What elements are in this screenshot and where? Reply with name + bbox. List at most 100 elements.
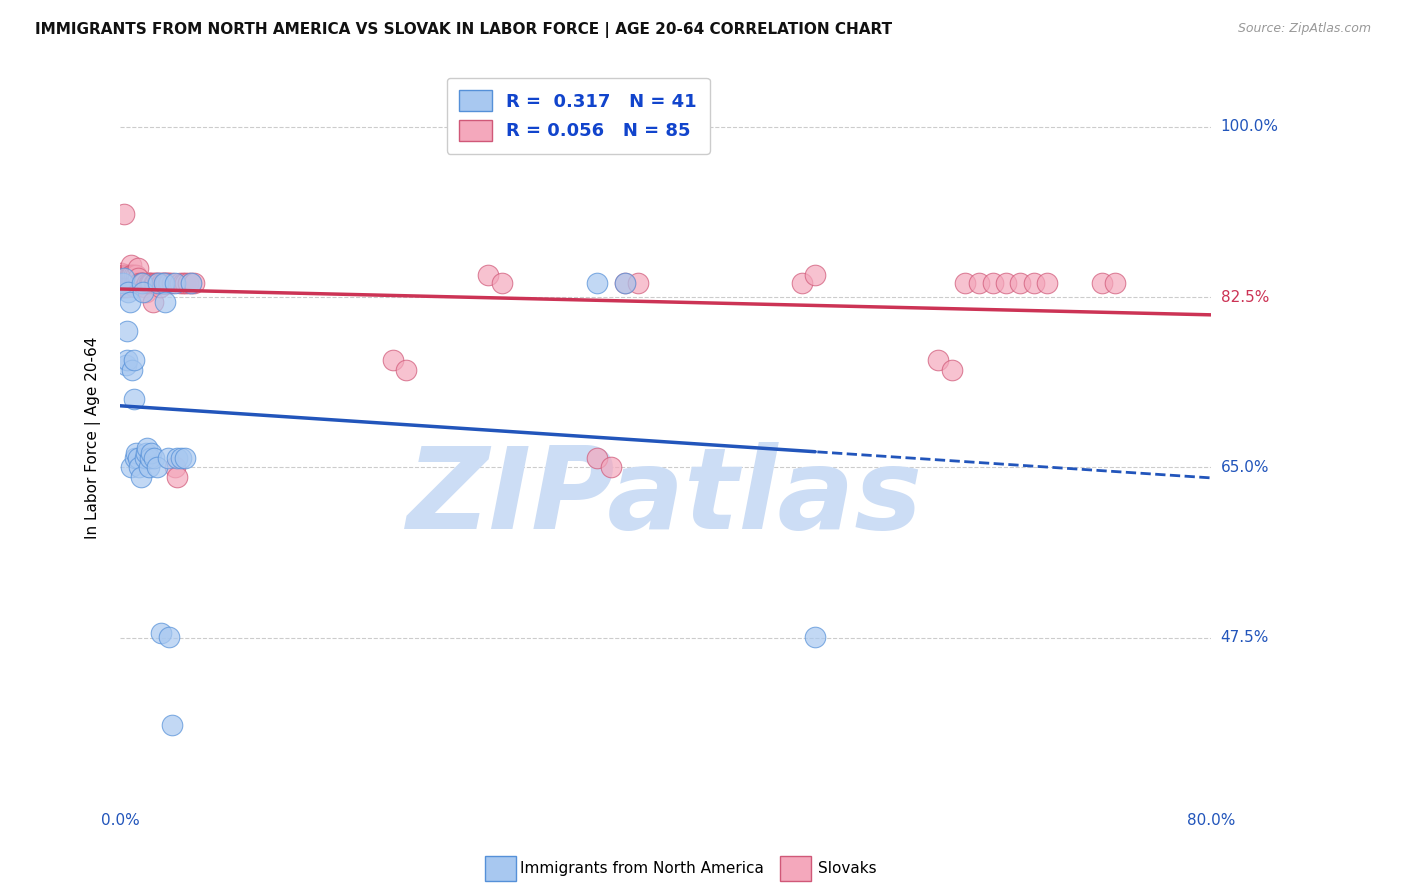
Point bbox=[114, 268, 136, 282]
Point bbox=[118, 295, 141, 310]
Y-axis label: In Labor Force | Age 20-64: In Labor Force | Age 20-64 bbox=[86, 337, 101, 540]
Point bbox=[146, 276, 169, 290]
Point bbox=[169, 276, 191, 290]
Text: IMMIGRANTS FROM NORTH AMERICA VS SLOVAK IN LABOR FORCE | AGE 20-64 CORRELATION C: IMMIGRANTS FROM NORTH AMERICA VS SLOVAK … bbox=[35, 22, 893, 38]
Text: 82.5%: 82.5% bbox=[1220, 290, 1268, 305]
Point bbox=[121, 363, 143, 377]
Point bbox=[149, 626, 172, 640]
Point bbox=[120, 268, 142, 282]
Point bbox=[125, 276, 148, 290]
Point bbox=[138, 276, 160, 290]
Point bbox=[1008, 276, 1031, 290]
Text: Slovaks: Slovaks bbox=[818, 862, 877, 876]
Point bbox=[134, 280, 156, 294]
Point bbox=[160, 276, 183, 290]
Point bbox=[166, 470, 188, 484]
Point bbox=[127, 270, 149, 285]
Point bbox=[163, 276, 186, 290]
Point bbox=[132, 285, 155, 300]
Text: 65.0%: 65.0% bbox=[1220, 460, 1270, 475]
Point bbox=[153, 295, 176, 310]
Text: Immigrants from North America: Immigrants from North America bbox=[520, 862, 763, 876]
Point bbox=[115, 268, 138, 282]
Point bbox=[117, 285, 139, 300]
Point bbox=[150, 276, 173, 290]
Point bbox=[120, 460, 142, 475]
Point bbox=[112, 280, 135, 294]
Point bbox=[129, 470, 152, 484]
Point bbox=[117, 276, 139, 290]
Point bbox=[156, 276, 179, 290]
Point bbox=[135, 285, 157, 300]
Point bbox=[139, 276, 162, 290]
Point bbox=[125, 446, 148, 460]
Point bbox=[160, 718, 183, 732]
Point bbox=[132, 276, 155, 290]
Point bbox=[381, 353, 404, 368]
Text: 100.0%: 100.0% bbox=[1220, 120, 1278, 135]
Point bbox=[122, 268, 145, 282]
Point bbox=[115, 324, 138, 338]
Point bbox=[128, 460, 150, 475]
Point bbox=[153, 276, 176, 290]
Point bbox=[124, 280, 146, 294]
Point bbox=[120, 276, 142, 290]
Point bbox=[967, 276, 990, 290]
Point bbox=[627, 276, 650, 290]
Point bbox=[118, 268, 141, 282]
Point bbox=[146, 460, 169, 475]
Point bbox=[127, 450, 149, 465]
Point bbox=[124, 276, 146, 290]
Point bbox=[1022, 276, 1045, 290]
Point bbox=[121, 268, 143, 282]
Point bbox=[613, 276, 636, 290]
Point bbox=[174, 450, 197, 465]
Point bbox=[115, 276, 138, 290]
Point bbox=[118, 276, 141, 290]
Point bbox=[599, 460, 621, 475]
Text: 47.5%: 47.5% bbox=[1220, 631, 1268, 645]
Point bbox=[129, 276, 152, 290]
Point bbox=[115, 353, 138, 368]
Point bbox=[174, 276, 197, 290]
Point bbox=[114, 276, 136, 290]
Point bbox=[149, 276, 172, 290]
Point bbox=[131, 276, 153, 290]
Point bbox=[152, 276, 174, 290]
Point bbox=[117, 268, 139, 282]
Point bbox=[157, 276, 180, 290]
Point bbox=[586, 450, 609, 465]
Point bbox=[180, 276, 202, 290]
Point bbox=[127, 260, 149, 275]
Point bbox=[142, 295, 165, 310]
Point bbox=[1104, 276, 1126, 290]
Point bbox=[1091, 276, 1114, 290]
Point bbox=[145, 276, 167, 290]
Point bbox=[395, 363, 418, 377]
Point bbox=[143, 450, 166, 465]
Legend: R =  0.317   N = 41, R = 0.056   N = 85: R = 0.317 N = 41, R = 0.056 N = 85 bbox=[447, 78, 710, 153]
Point bbox=[112, 268, 135, 282]
Point bbox=[114, 359, 136, 373]
Point bbox=[981, 276, 1004, 290]
Point bbox=[148, 276, 170, 290]
Point bbox=[136, 276, 159, 290]
Point bbox=[111, 280, 134, 294]
Point bbox=[134, 450, 156, 465]
Point bbox=[110, 266, 132, 280]
Point bbox=[139, 450, 162, 465]
Point bbox=[111, 276, 134, 290]
Point bbox=[112, 207, 135, 221]
Point bbox=[135, 446, 157, 460]
Point bbox=[110, 276, 132, 290]
Point bbox=[1036, 276, 1059, 290]
Point bbox=[166, 450, 188, 465]
Point bbox=[122, 276, 145, 290]
Point bbox=[941, 363, 963, 377]
Point bbox=[111, 276, 134, 290]
Point bbox=[995, 276, 1018, 290]
Point bbox=[149, 280, 172, 294]
Point bbox=[790, 276, 813, 290]
Point bbox=[172, 276, 194, 290]
Point bbox=[183, 276, 205, 290]
